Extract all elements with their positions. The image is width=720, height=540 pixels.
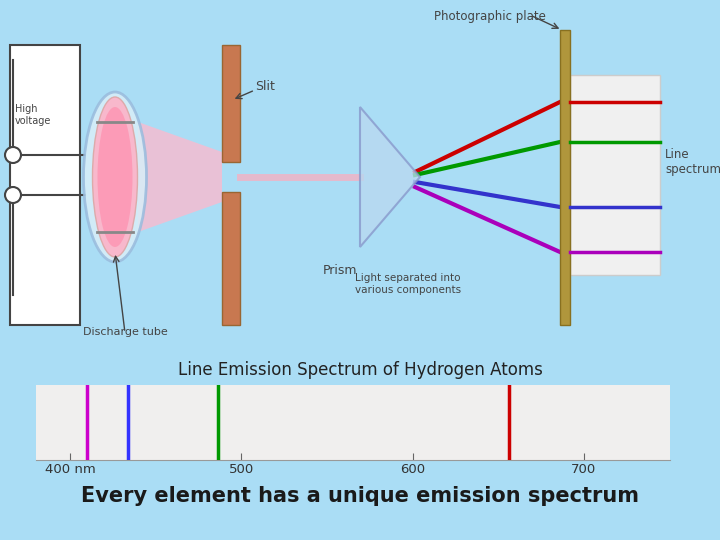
Bar bbox=[570, 75, 660, 275]
Text: High
voltage: High voltage bbox=[15, 104, 51, 126]
Text: Photographic plate: Photographic plate bbox=[434, 10, 546, 23]
Text: Line
spectrum: Line spectrum bbox=[665, 148, 720, 176]
Ellipse shape bbox=[92, 97, 138, 257]
Text: Light separated into
various components: Light separated into various components bbox=[355, 273, 461, 295]
Bar bbox=[222, 45, 240, 162]
Bar bbox=[222, 192, 240, 325]
Polygon shape bbox=[360, 107, 420, 247]
Bar bbox=[10, 45, 80, 325]
Circle shape bbox=[5, 187, 21, 203]
Ellipse shape bbox=[84, 92, 146, 262]
Ellipse shape bbox=[97, 107, 132, 247]
Bar bbox=[560, 30, 570, 325]
Text: Discharge tube: Discharge tube bbox=[83, 327, 167, 337]
Text: Prism: Prism bbox=[323, 264, 357, 276]
Text: Every element has a unique emission spectrum: Every element has a unique emission spec… bbox=[81, 486, 639, 506]
Text: Slit: Slit bbox=[255, 80, 275, 93]
Circle shape bbox=[5, 147, 21, 163]
Text: Line Emission Spectrum of Hydrogen Atoms: Line Emission Spectrum of Hydrogen Atoms bbox=[178, 361, 542, 379]
Polygon shape bbox=[138, 122, 222, 232]
